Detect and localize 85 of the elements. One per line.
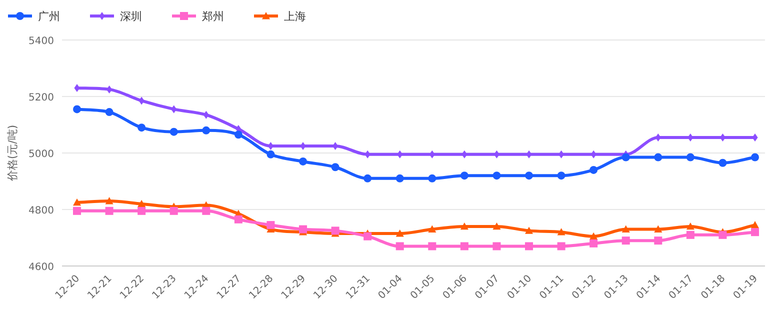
point (718, 230, 727, 239)
point (170, 206, 178, 215)
point (622, 236, 630, 245)
point (557, 242, 566, 250)
point (396, 174, 404, 182)
point (203, 110, 209, 119)
point (138, 124, 146, 132)
point (428, 174, 436, 182)
point (428, 242, 436, 250)
point (364, 232, 372, 240)
y-tick-label: 5200 (28, 92, 54, 104)
point (202, 126, 210, 134)
point (494, 150, 500, 158)
point (202, 206, 210, 215)
point (686, 153, 694, 162)
point (654, 225, 662, 232)
point (331, 163, 340, 172)
point (590, 166, 598, 174)
point (654, 236, 662, 245)
point (429, 150, 435, 158)
point (654, 153, 662, 162)
point (105, 108, 114, 116)
point (234, 215, 242, 224)
point (751, 228, 759, 236)
legend-label: 深圳 (120, 10, 142, 23)
point (234, 130, 242, 139)
point (526, 150, 532, 158)
point (138, 200, 146, 208)
point (525, 226, 533, 234)
legend-label: 郑州 (202, 10, 224, 23)
point (590, 232, 598, 240)
point (266, 221, 275, 230)
point (397, 150, 403, 158)
point (396, 230, 404, 237)
point (73, 198, 81, 206)
point (752, 133, 758, 142)
point (492, 172, 501, 180)
point (364, 150, 370, 158)
point (74, 84, 80, 92)
point (170, 128, 178, 136)
point (688, 133, 694, 142)
y-tick-label: 5400 (28, 36, 54, 47)
point (622, 153, 630, 162)
point (331, 226, 340, 235)
point (525, 172, 533, 180)
point (557, 228, 566, 236)
point (105, 197, 114, 204)
point (622, 225, 630, 232)
point (138, 206, 146, 215)
point (686, 222, 694, 230)
point (299, 157, 307, 166)
point (590, 150, 596, 158)
point (300, 142, 306, 150)
point (299, 225, 307, 234)
point (171, 105, 177, 114)
point (396, 242, 404, 250)
legend-label: 上海 (284, 10, 306, 23)
point (751, 153, 759, 162)
point (460, 222, 468, 230)
point (751, 221, 759, 228)
point (460, 242, 468, 250)
point (462, 150, 468, 158)
y-tick-label: 4600 (28, 262, 54, 273)
y-tick-label: 5000 (28, 149, 54, 160)
legend-label: 广州 (38, 10, 60, 23)
y-axis-title: 价格(元/吨) (6, 124, 19, 182)
point (525, 242, 533, 250)
point (557, 172, 566, 180)
y-tick-label: 4800 (28, 206, 54, 216)
point (138, 96, 144, 105)
point (492, 242, 501, 250)
point (428, 225, 436, 232)
point (558, 150, 564, 158)
point (364, 174, 372, 182)
point (73, 105, 81, 114)
point (460, 172, 468, 180)
point (655, 133, 661, 142)
point (590, 239, 598, 248)
point (73, 206, 81, 215)
point (105, 206, 114, 215)
point (492, 222, 501, 230)
point (718, 158, 727, 167)
point (686, 230, 694, 239)
point (106, 85, 112, 94)
point (266, 150, 275, 158)
